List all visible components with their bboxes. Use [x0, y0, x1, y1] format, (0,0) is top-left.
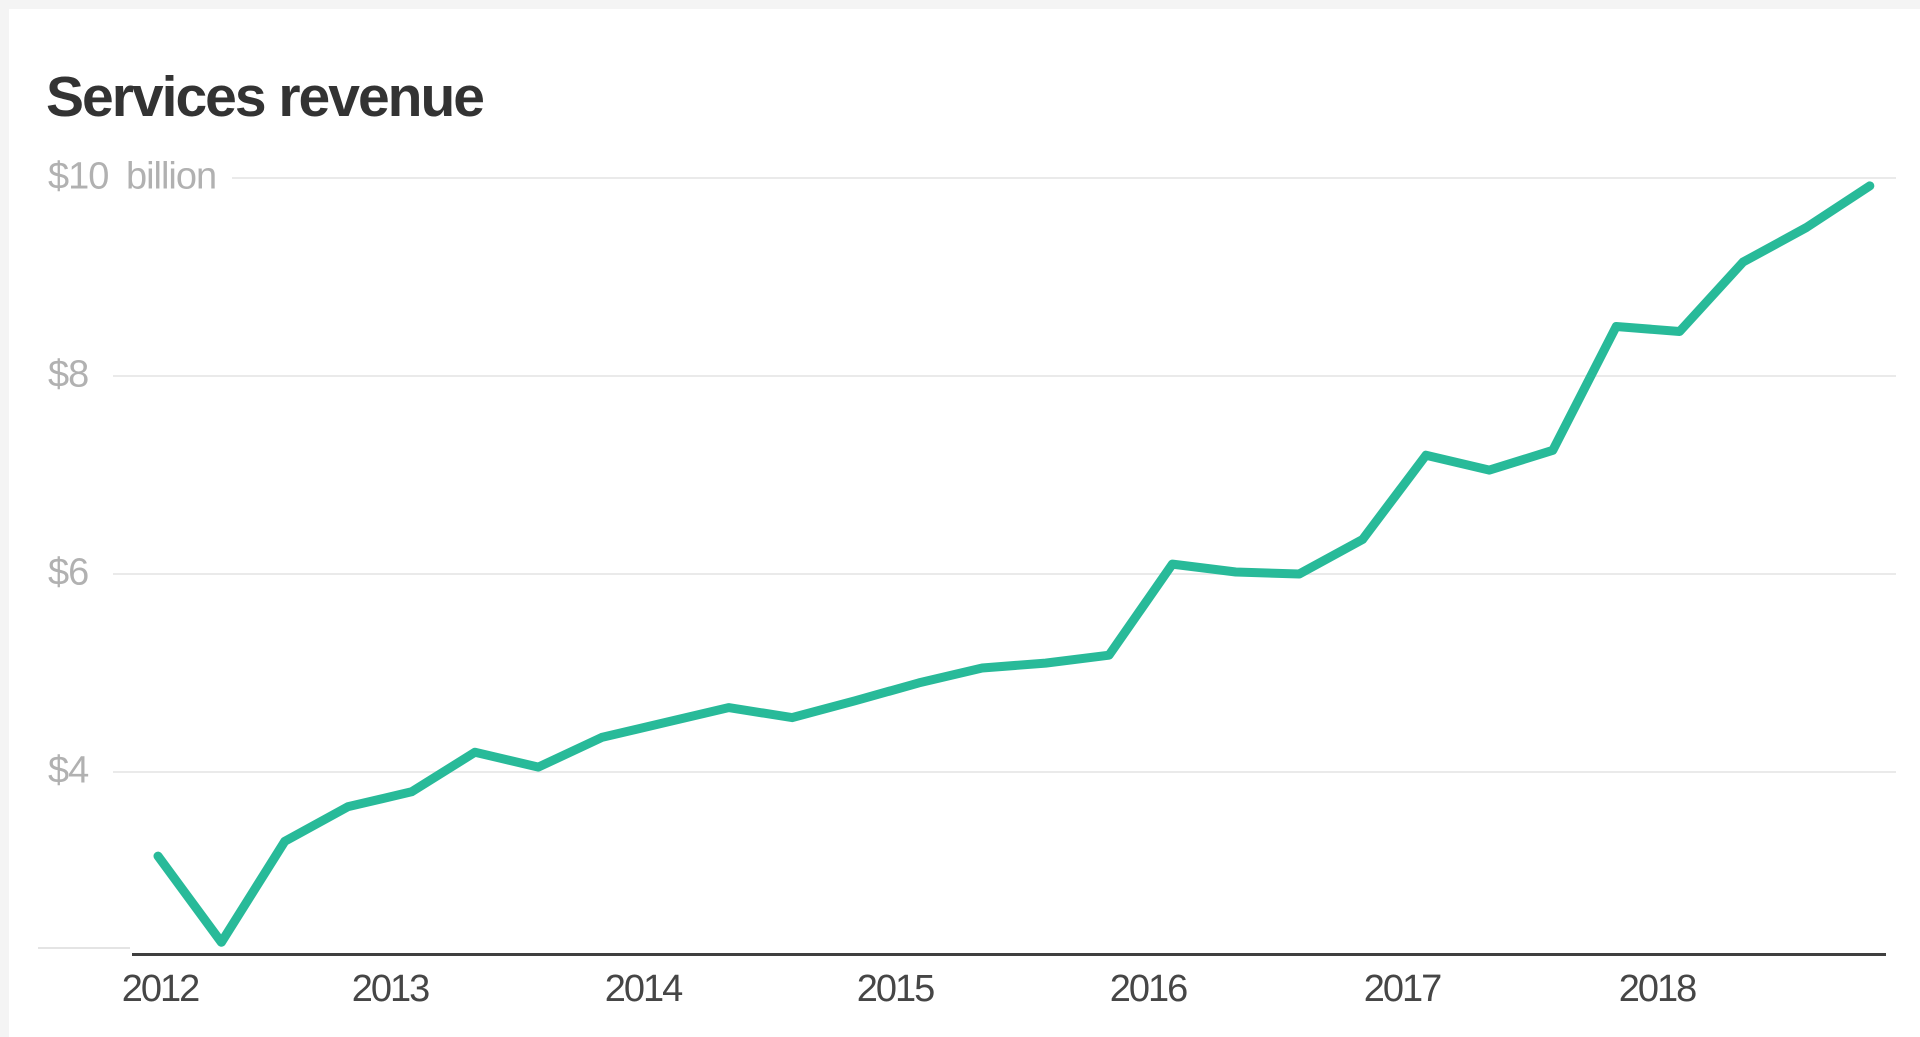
gridlines-group: [113, 177, 1896, 773]
x-tick-label: 2012: [121, 968, 201, 1010]
window-edge-left: [0, 0, 9, 1037]
y-tick-label: $10 billion: [48, 155, 217, 198]
x-tick-label: 2018: [1618, 968, 1698, 1010]
x-tick-label: 2017: [1363, 968, 1443, 1010]
x-tick-label: 2014: [604, 968, 684, 1010]
x-tick-label: 2016: [1109, 968, 1189, 1010]
revenue-line: [153, 181, 1875, 947]
page-title: Services revenue: [46, 65, 485, 130]
y-tick-label: $4: [48, 749, 89, 792]
y-tick-label: $8: [48, 353, 89, 396]
x-tick-label: 2015: [856, 968, 936, 1010]
y-tick-label: $6: [48, 551, 89, 594]
x-tick-label: 2013: [351, 968, 431, 1010]
window-edge-top: [0, 0, 1920, 9]
